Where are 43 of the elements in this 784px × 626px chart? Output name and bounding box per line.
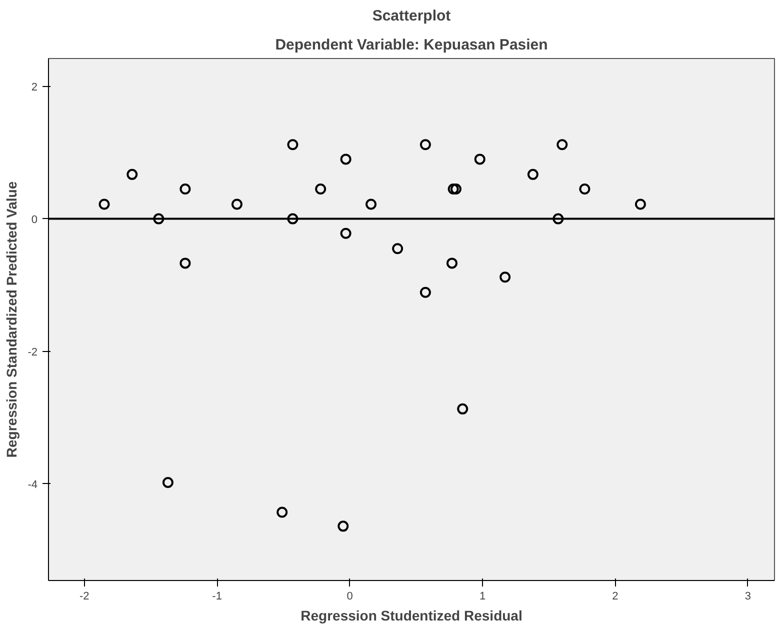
- point: [420, 286, 431, 298]
- point: [366, 198, 377, 210]
- point: [556, 139, 568, 150]
- point: [448, 184, 459, 194]
- point: [126, 168, 138, 180]
- point: [500, 272, 511, 283]
- x-tick-label: -1: [212, 590, 222, 602]
- point: [474, 154, 486, 165]
- point: [527, 168, 538, 180]
- point: [153, 213, 164, 224]
- point: [446, 258, 458, 269]
- x-axis-title: Regression Studentized Residual: [300, 608, 522, 624]
- point: [579, 184, 590, 194]
- point: [634, 198, 646, 210]
- point: [457, 403, 468, 414]
- point: [420, 139, 431, 150]
- x-tick-label: 3: [744, 590, 752, 602]
- y-tick-label: -2: [28, 346, 38, 358]
- point: [340, 228, 352, 239]
- y-tick-label: -4: [28, 478, 38, 491]
- point: [287, 139, 298, 150]
- y-axis-title: Regression Standardized Predicted Value: [4, 181, 20, 458]
- x-tick-label: 0: [346, 590, 353, 602]
- x-tick-label: 2: [612, 590, 618, 602]
- point: [231, 198, 242, 210]
- point: [98, 198, 110, 210]
- point: [287, 213, 298, 224]
- point: [180, 184, 191, 194]
- point: [315, 184, 326, 194]
- point: [340, 154, 352, 165]
- point: [392, 243, 404, 254]
- x-tick-label: 1: [479, 590, 486, 602]
- point: [338, 520, 349, 532]
- chart-title: Scatterplot: [372, 8, 451, 24]
- point: [450, 184, 462, 194]
- point: [180, 258, 191, 269]
- point: [276, 506, 288, 518]
- y-tick-label: 2: [31, 81, 38, 94]
- point: [552, 213, 564, 224]
- point: [162, 476, 174, 488]
- x-tick-label: -2: [79, 590, 90, 602]
- y-tick-label: 0: [31, 214, 38, 226]
- chart-subtitle: Dependent Variable: Kepuasan Pasien: [275, 36, 548, 54]
